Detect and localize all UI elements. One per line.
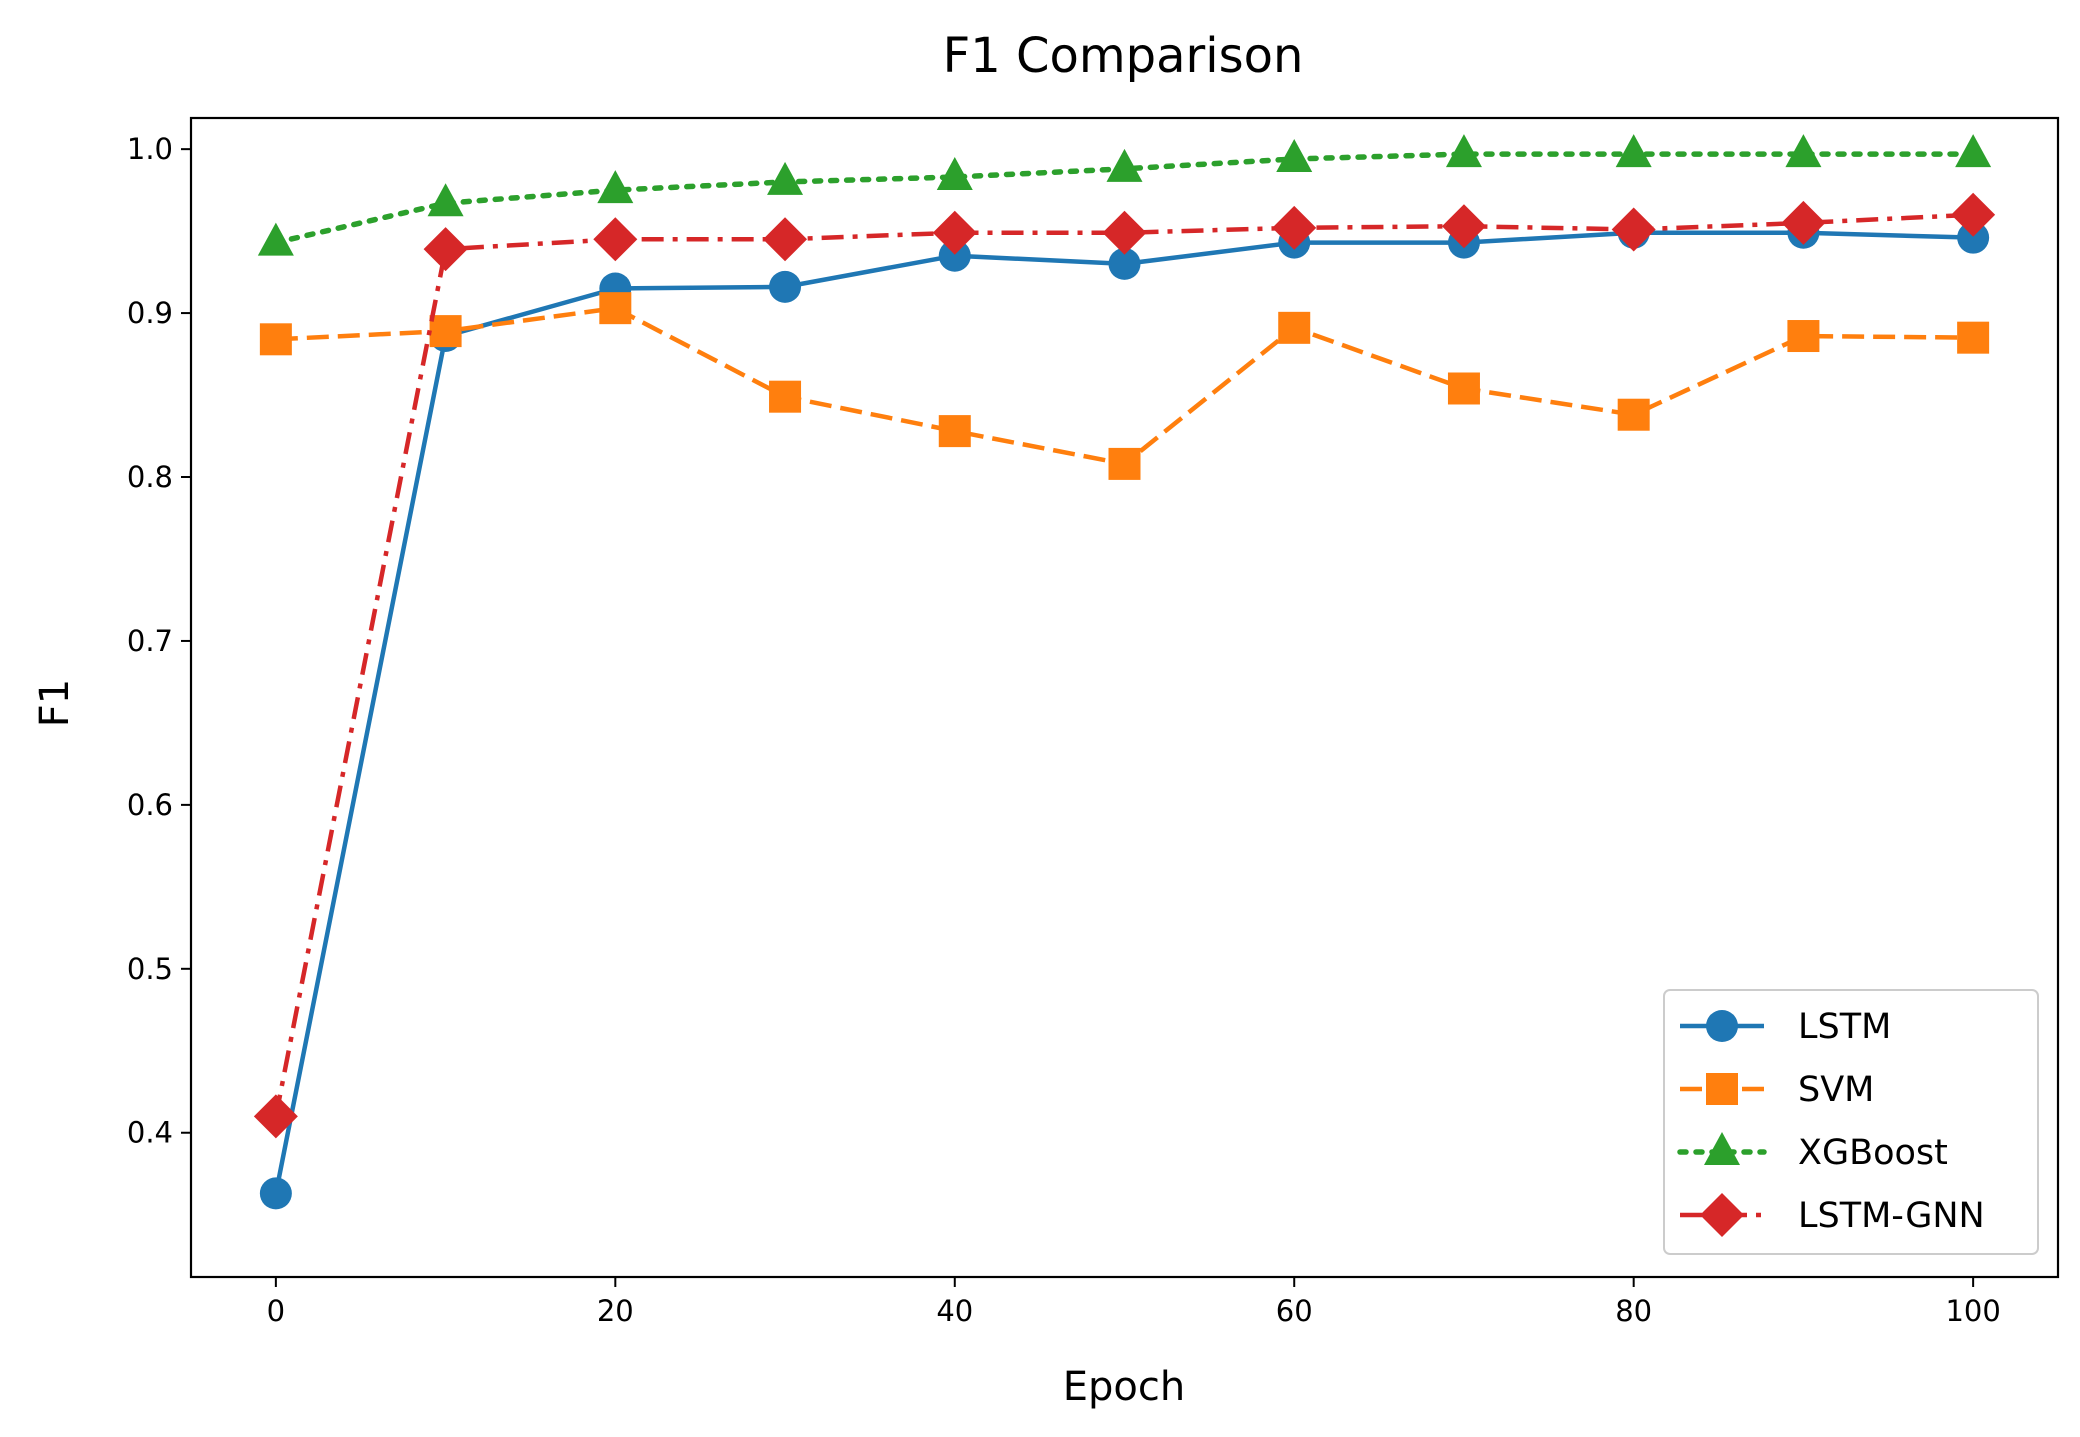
data-point-xgboost-60 [1276,138,1313,172]
data-point-lstm-40 [938,239,971,272]
legend-marker [1706,1073,1738,1105]
data-point-lstm-100 [1957,221,1990,254]
legend-frame [1663,989,2039,1255]
legend-marker [1706,1010,1738,1042]
data-point-svm-70 [1447,372,1480,405]
data-point-xgboost-50 [1106,148,1143,182]
chart-title: F1 Comparison [943,28,1304,84]
y-tick-label: 0.6 [127,788,173,822]
series-xgboost [257,134,1992,256]
legend-label: LSTM-GNN [1798,1196,1985,1236]
data-point-lstm-gnn-90 [1781,200,1826,245]
legend: LSTM SVM XGBoost LSTM-GNN [1663,989,2039,1255]
y-tick-label: 0.9 [127,296,173,330]
data-point-xgboost-70 [1445,134,1482,168]
data-point-svm-40 [938,415,971,448]
series-lstm-gnn [253,192,1996,1139]
y-tick-label: 0.4 [127,1116,173,1150]
data-point-svm-100 [1957,321,1990,354]
y-tick-label: 1.0 [127,132,173,166]
data-point-lstm-gnn-10 [423,227,468,272]
legend-marker [1700,1193,1744,1237]
legend-item-svm: SVM [1680,1070,1874,1110]
data-point-svm-80 [1617,398,1650,431]
data-point-svm-0 [259,323,292,356]
data-point-lstm-30 [769,270,802,303]
y-axis-label: F1 [32,679,78,727]
data-point-svm-20 [599,292,632,325]
x-tick-label: 40 [936,1294,973,1328]
legend-label: SVM [1798,1070,1874,1110]
y-axis-ticks: 0.4 0.5 0.6 0.7 0.8 0.9 1.0 [127,132,191,1150]
y-tick-label: 0.5 [127,952,173,986]
legend-item-lstm: LSTM [1680,1007,1891,1047]
x-tick-label: 80 [1615,1294,1652,1328]
data-point-lstm-gnn-40 [932,210,977,255]
data-point-xgboost-30 [767,161,804,195]
data-point-svm-90 [1787,320,1820,353]
data-point-xgboost-40 [936,157,973,191]
series-svm [259,292,1990,480]
legend-item-lstm-gnn: LSTM-GNN [1680,1193,1985,1237]
data-point-lstm-gnn-20 [593,217,638,262]
data-point-xgboost-90 [1785,134,1822,168]
data-point-lstm-gnn-30 [763,217,808,262]
y-tick-label: 0.7 [127,624,173,658]
data-point-xgboost-0 [257,222,294,256]
data-point-lstm-50 [1108,247,1141,280]
data-point-svm-60 [1278,311,1311,344]
x-axis-ticks: 0 20 40 60 80 100 [267,1277,2001,1328]
data-point-xgboost-100 [1955,134,1992,168]
legend-label: XGBoost [1798,1133,1948,1173]
data-point-lstm-gnn-0 [253,1094,298,1139]
data-point-xgboost-20 [597,170,634,204]
data-point-lstm-gnn-100 [1951,192,1996,237]
series-layer [253,134,1996,1210]
data-point-svm-30 [769,380,802,413]
data-point-svm-50 [1108,447,1141,480]
x-axis-label: Epoch [1063,1364,1185,1410]
data-point-lstm-gnn-60 [1272,205,1317,250]
data-point-lstm-gnn-70 [1441,204,1486,249]
legend-marker [1704,1132,1740,1165]
data-point-xgboost-10 [427,183,464,217]
legend-item-xgboost: XGBoost [1677,1132,1948,1173]
data-point-lstm-gnn-80 [1611,207,1656,252]
legend-label: LSTM [1798,1007,1891,1047]
x-tick-label: 20 [597,1294,634,1328]
data-point-svm-10 [429,315,462,348]
plot-frame [189,116,2060,1279]
x-tick-label: 100 [1945,1294,2000,1328]
data-point-lstm-gnn-50 [1102,210,1147,255]
x-tick-label: 60 [1276,1294,1313,1328]
x-tick-label: 0 [267,1294,285,1328]
data-point-xgboost-80 [1615,134,1652,168]
data-point-lstm-0 [259,1177,292,1210]
y-tick-label: 0.8 [127,460,173,494]
